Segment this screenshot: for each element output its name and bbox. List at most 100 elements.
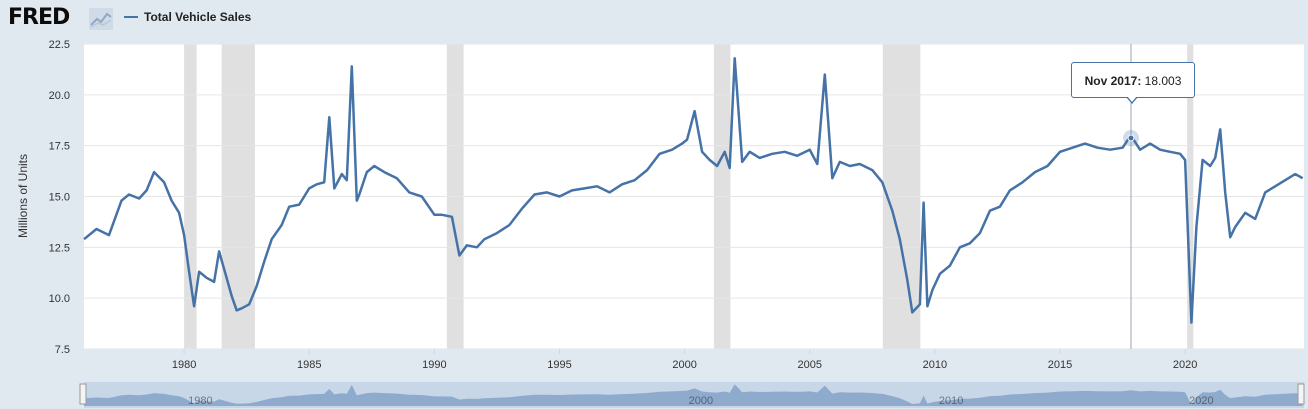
x-tick-label: 1980 (172, 359, 196, 371)
data-point (396, 177, 398, 179)
data-point (1121, 147, 1123, 149)
data-point (271, 238, 273, 240)
data-point (646, 169, 648, 171)
data-point (1294, 173, 1296, 175)
data-point (373, 165, 375, 167)
data-point (483, 238, 485, 240)
x-tick-label: 1995 (547, 359, 571, 371)
data-point (633, 179, 635, 181)
data-point (809, 149, 811, 151)
x-tick-label: 2010 (923, 359, 947, 371)
tooltip-label: Nov 2017: (1084, 74, 1142, 88)
data-point (546, 191, 548, 193)
legend-label: Total Vehicle Sales (144, 10, 252, 24)
data-point (421, 195, 423, 197)
data-point (193, 305, 195, 307)
data-point (701, 151, 703, 153)
data-point (1201, 159, 1203, 161)
data-point (771, 153, 773, 155)
hover-point (1127, 134, 1135, 142)
data-point (441, 214, 443, 216)
x-tick-label: 2020 (1173, 359, 1197, 371)
y-axis-label: Millions of Units (16, 154, 30, 238)
data-point (571, 189, 573, 191)
data-point (83, 238, 85, 240)
x-axis-ticks: 1980 1985 1990 1995 2000 2005 2010 2015 2020 (172, 349, 1197, 371)
data-point (724, 151, 726, 153)
data-point (608, 191, 610, 193)
data-point (178, 212, 180, 214)
data-point (816, 163, 818, 165)
data-point (1224, 191, 1226, 193)
data-point (686, 138, 688, 140)
data-point (1021, 181, 1023, 183)
x-tick-label: 2005 (798, 359, 822, 371)
data-point (458, 254, 460, 256)
data-point (839, 161, 841, 163)
data-point (241, 307, 243, 309)
data-point (1169, 151, 1171, 153)
legend[interactable]: Total Vehicle Sales (124, 10, 251, 24)
data-point (1190, 321, 1192, 323)
data-point (1219, 128, 1221, 130)
data-point (899, 238, 901, 240)
data-point (749, 151, 751, 153)
data-point (256, 285, 258, 287)
navigator-handle-right[interactable] (1297, 383, 1305, 405)
data-point (939, 273, 941, 275)
data-point (153, 171, 155, 173)
data-point (281, 224, 283, 226)
data-point (796, 155, 798, 157)
data-point (671, 149, 673, 151)
data-point (949, 264, 951, 266)
data-point (1284, 179, 1286, 181)
data-point (1274, 185, 1276, 187)
data-point (263, 260, 265, 262)
data-point (931, 289, 933, 291)
y-axis-ticks: 7.5 10.0 12.5 15.0 17.5 20.0 22.5 (49, 39, 70, 356)
data-point (716, 165, 718, 167)
data-point (741, 161, 743, 163)
data-point (383, 171, 385, 173)
data-point (999, 206, 1001, 208)
data-point (831, 177, 833, 179)
tooltip: Nov 2017: 18.003 (1071, 62, 1195, 98)
data-point (891, 210, 893, 212)
data-point (681, 142, 683, 144)
data-point (1254, 218, 1256, 220)
data-point (734, 57, 736, 59)
data-point (451, 216, 453, 218)
data-point (969, 242, 971, 244)
data-point (1179, 153, 1181, 155)
data-point (248, 303, 250, 305)
data-point (225, 277, 227, 279)
data-point (128, 193, 130, 195)
data-point (1149, 142, 1151, 144)
data-point (989, 210, 991, 212)
data-point (205, 277, 207, 279)
series-group (83, 56, 1304, 324)
data-point (476, 246, 478, 248)
data-point (508, 224, 510, 226)
fred-logo[interactable]: FRED (8, 5, 70, 30)
data-point (1084, 142, 1086, 144)
data-point (1009, 189, 1011, 191)
data-point (521, 208, 523, 210)
data-point (729, 167, 731, 169)
y-tick-label: 10.0 (49, 293, 70, 305)
y-tick-label: 12.5 (49, 242, 70, 254)
data-point (236, 309, 238, 311)
x-tick-label: 2015 (1048, 359, 1072, 371)
data-point (213, 281, 215, 283)
data-point (1096, 147, 1098, 149)
navigator[interactable]: 1980 2000 2010 2020 (79, 382, 1305, 408)
data-point (408, 191, 410, 193)
data-point (1071, 147, 1073, 149)
navigator-handle-left[interactable] (79, 383, 87, 405)
data-point (170, 199, 172, 201)
data-point (358, 193, 360, 195)
data-point (298, 203, 300, 205)
data-point (658, 153, 660, 155)
tooltip-value: 18.003 (1144, 74, 1182, 88)
